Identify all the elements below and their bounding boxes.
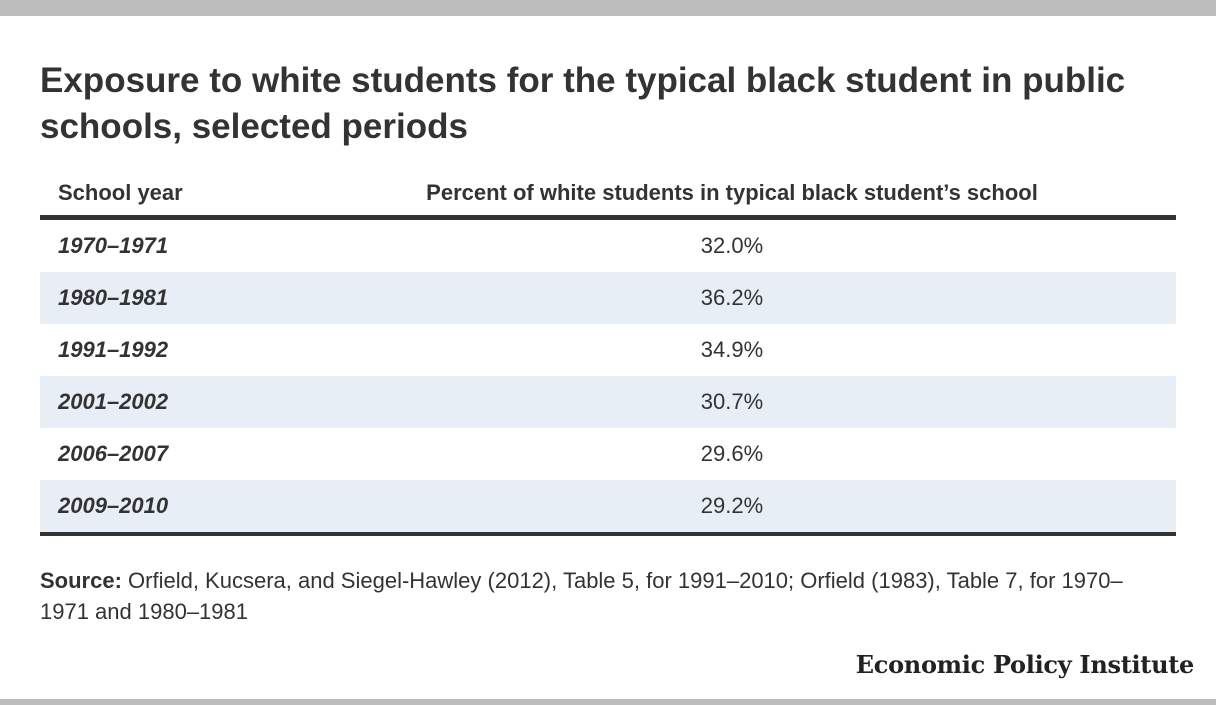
table-header-row: School year Percent of white students in… — [40, 170, 1176, 218]
table-row: 1991–1992 34.9% — [40, 324, 1176, 376]
row-value-cell: 36.2% — [700, 285, 764, 310]
table-row: 1970–1971 32.0% — [40, 218, 1176, 273]
row-year-cell: 1970–1971 — [58, 233, 169, 258]
table-row: 2006–2007 29.6% — [40, 428, 1176, 480]
source-text: Orfield, Kucsera, and Siegel-Hawley (201… — [40, 568, 1123, 624]
row-year-cell: 1980–1981 — [58, 285, 169, 310]
bottom-frame-bar — [0, 699, 1216, 705]
row-value-cell: 30.7% — [700, 389, 764, 414]
data-table-container: School year Percent of white students in… — [40, 170, 1176, 536]
row-value-cell: 32.0% — [700, 233, 764, 258]
table-row: 2009–2010 29.2% — [40, 480, 1176, 534]
source-label: Source: — [40, 568, 122, 593]
row-year-cell: 2001–2002 — [58, 389, 169, 414]
row-year-cell: 2009–2010 — [58, 493, 169, 518]
epi-logo: Economic Policy Institute — [855, 650, 1195, 679]
data-table: School year Percent of white students in… — [40, 170, 1176, 536]
source-note: Source: Orfield, Kucsera, and Siegel-Haw… — [40, 565, 1170, 627]
table-row: 1980–1981 36.2% — [40, 272, 1176, 324]
row-year-cell: 1991–1992 — [58, 337, 169, 362]
row-value-cell: 29.2% — [700, 493, 764, 518]
row-year-cell: 2006–2007 — [58, 441, 169, 466]
top-frame-bar — [0, 0, 1216, 16]
row-value-cell: 34.9% — [700, 337, 764, 362]
chart-title: Exposure to white students for the typic… — [40, 61, 1126, 146]
column-header-school-year: School year — [58, 179, 183, 205]
column-header-percent-white: Percent of white students in typical bla… — [426, 179, 1038, 205]
row-value-cell: 29.6% — [700, 441, 764, 466]
table-row: 2001–2002 30.7% — [40, 376, 1176, 428]
